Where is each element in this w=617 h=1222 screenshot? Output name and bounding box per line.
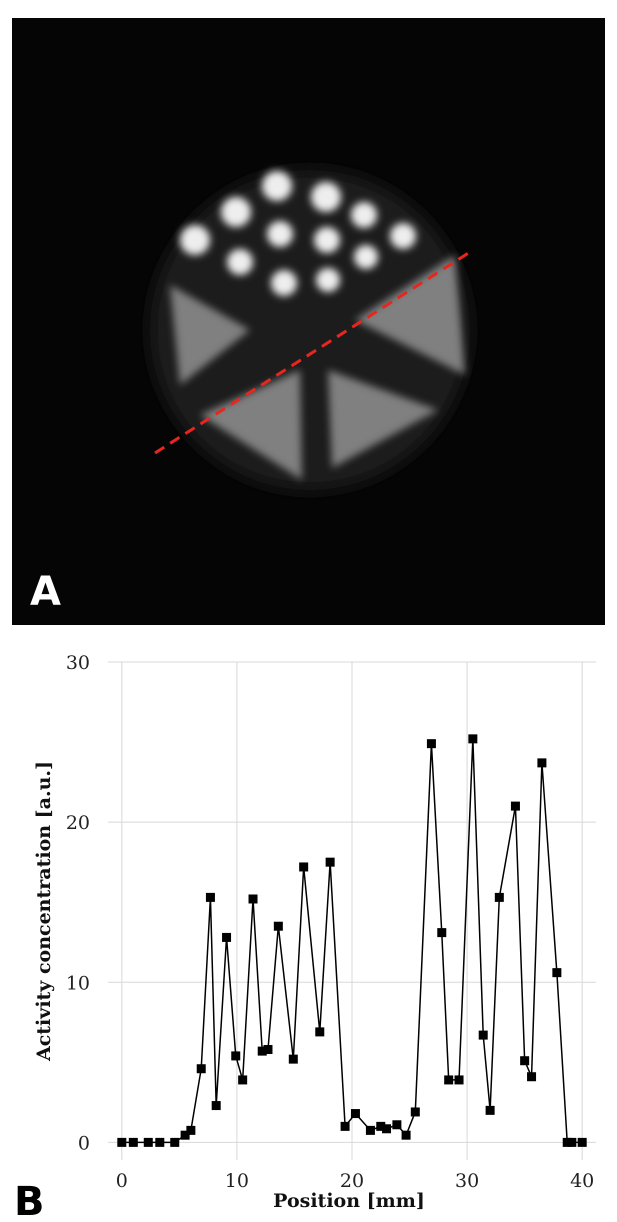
data-point (376, 1121, 386, 1131)
hot-rods (180, 171, 416, 296)
data-point (520, 1056, 530, 1066)
data-point (454, 1075, 464, 1085)
rod-sectors (170, 255, 465, 480)
data-point (288, 1054, 298, 1064)
data-point (257, 1046, 267, 1056)
data-point (485, 1105, 495, 1115)
x-tick-label: 20 (340, 1170, 364, 1192)
y-tick-label: 20 (66, 812, 90, 834)
data-point (238, 1075, 248, 1085)
y-axis-label: Activity concentration [a.u.] (33, 761, 55, 1062)
y-tick-label: 10 (66, 972, 90, 994)
data-point (562, 1137, 572, 1147)
data-point (444, 1075, 454, 1085)
data-point (299, 862, 309, 872)
profile-line (154, 250, 471, 455)
data-point (552, 968, 562, 978)
data-point (205, 892, 215, 902)
data-point (365, 1125, 375, 1135)
data-point (410, 1107, 420, 1117)
data-point (222, 932, 232, 942)
data-point (143, 1137, 153, 1147)
data-point (196, 1064, 206, 1074)
data-point (263, 1045, 273, 1055)
data-point (340, 1121, 350, 1131)
panel-label: A (30, 569, 61, 615)
data-point (170, 1137, 180, 1147)
y-tick-label: 30 (66, 652, 90, 674)
data-point (180, 1130, 190, 1140)
data-point (155, 1137, 165, 1147)
x-tick-label: 40 (570, 1170, 594, 1192)
data-point (468, 734, 478, 744)
data-point (567, 1137, 577, 1147)
data-point (577, 1137, 587, 1147)
panel-label: B (14, 1179, 45, 1222)
data-point (510, 801, 520, 811)
data-point (128, 1137, 138, 1147)
x-tick-label: 0 (116, 1170, 128, 1192)
data-point (211, 1101, 221, 1111)
data-point (437, 928, 447, 938)
x-tick-label: 30 (455, 1170, 479, 1192)
data-point (231, 1051, 241, 1061)
data-point (273, 921, 283, 931)
data-point (478, 1030, 488, 1040)
data-point (537, 758, 547, 768)
data-point (186, 1125, 196, 1135)
x-axis-label: Position [mm] (273, 1190, 425, 1212)
data-point (315, 1027, 325, 1037)
x-tick-label: 10 (225, 1170, 249, 1192)
data-point (248, 894, 258, 904)
plot (108, 661, 596, 1160)
data-point (426, 739, 436, 749)
image-panel: A (12, 18, 605, 625)
data-point (527, 1072, 537, 1082)
data-point (494, 892, 504, 902)
data-point (392, 1120, 402, 1130)
data-point (325, 857, 335, 867)
data-point (382, 1124, 392, 1134)
y-tick-label: 0 (78, 1132, 90, 1154)
data-point (350, 1109, 360, 1119)
data-point (117, 1137, 127, 1147)
data-point (401, 1130, 411, 1140)
